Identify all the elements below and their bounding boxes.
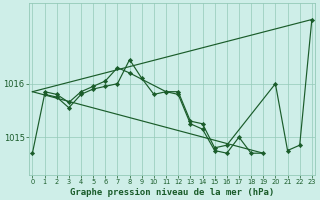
X-axis label: Graphe pression niveau de la mer (hPa): Graphe pression niveau de la mer (hPa) — [70, 188, 274, 197]
